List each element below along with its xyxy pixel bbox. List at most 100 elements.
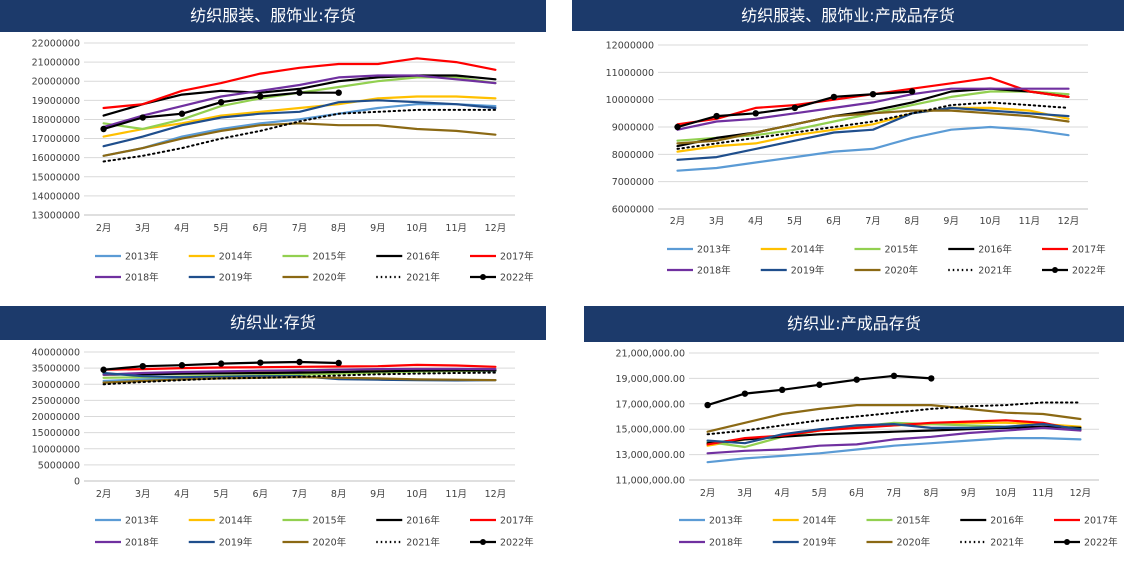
y-tick-label: 16000000 — [32, 153, 80, 164]
y-tick-label: 30000000 — [32, 380, 80, 391]
legend-label: 2016年 — [406, 515, 440, 527]
x-tick-label: 7月 — [292, 223, 308, 234]
x-tick-label: 4月 — [174, 489, 190, 500]
legend-marker — [1064, 539, 1070, 545]
y-tick-label: 22000000 — [32, 39, 80, 50]
x-tick-label: 10月 — [406, 489, 428, 500]
y-tick-label: 11,000,000.00 — [615, 476, 685, 487]
legend-label: 2019年 — [791, 265, 825, 277]
series-point-2022年 — [741, 390, 749, 397]
chart-panel-textile-finished-goods: 纺织业:产成品存货 11,000,000.00 13,000,000.00 15,0… — [584, 306, 1124, 563]
series-point-2022年 — [335, 89, 342, 96]
series-line-2013年 — [676, 125, 1070, 172]
y-tick-label: 18000000 — [32, 115, 80, 126]
chart-panel-apparel-inventory: 纺织服装、服饰业:存货 13000000 14000000 15000000 1600… — [0, 0, 546, 290]
x-tick-label: 12月 — [1058, 216, 1080, 227]
series-line-2018年 — [102, 74, 497, 129]
y-tick-label: 25000000 — [32, 396, 80, 407]
x-tick-label: 6月 — [253, 223, 269, 234]
series-line-2017年 — [102, 363, 497, 371]
series-line-2013年 — [706, 437, 1082, 464]
x-tick-label: 3月 — [709, 216, 725, 227]
chart-panel-textile-inventory: 纺织业:存货 0 5000000 10000000 15000000 20000000 2… — [0, 306, 546, 563]
x-tick-label: 6月 — [849, 488, 865, 499]
x-tick-label: 5月 — [213, 489, 229, 500]
x-tick-label: 10月 — [406, 223, 428, 234]
legend-label: 2022年 — [1072, 265, 1106, 277]
legend-label: 2014年 — [791, 244, 825, 256]
legend-label: 2020年 — [313, 537, 347, 549]
legend-label: 2017年 — [1072, 244, 1106, 256]
series-line-2021年 — [676, 101, 1070, 150]
y-tick-label: 20000000 — [32, 412, 80, 423]
legend-label: 2013年 — [125, 515, 159, 527]
series-line-2015年 — [676, 90, 1070, 142]
series-line-2017年 — [102, 57, 497, 110]
legend-label: 2018年 — [125, 272, 159, 284]
x-tick-label: 3月 — [135, 223, 151, 234]
chart-title: 纺织业:存货 — [0, 306, 546, 340]
series-line-2016年 — [102, 74, 497, 117]
series-line-2021年 — [706, 401, 1082, 436]
x-tick-label: 12月 — [485, 223, 507, 234]
legend-label: 2016年 — [990, 515, 1024, 527]
y-tick-label: 15000000 — [32, 428, 80, 439]
series-point-2022年 — [100, 366, 107, 373]
series-line-2020年 — [706, 404, 1082, 433]
line-chart: 13000000 14000000 15000000 16000000 17000000… — [32, 39, 535, 284]
series-point-2022年 — [257, 359, 264, 366]
x-tick-label: 9月 — [370, 223, 386, 234]
x-tick-label: 8月 — [331, 489, 347, 500]
chart-title: 纺织业:产成品存货 — [584, 306, 1124, 342]
x-tick-label: 10月 — [979, 216, 1001, 227]
x-tick-label: 8月 — [331, 223, 347, 234]
y-tick-label: 19000000 — [32, 96, 80, 107]
y-tick-label: 20000000 — [32, 77, 80, 88]
x-tick-label: 3月 — [135, 489, 151, 500]
legend-label: 2021年 — [978, 265, 1012, 277]
x-tick-label: 12月 — [1070, 488, 1092, 499]
series-line-2022年 — [706, 374, 933, 407]
x-tick-label: 4月 — [174, 223, 190, 234]
legend-label: 2022年 — [500, 272, 534, 284]
y-tick-label: 8000000 — [612, 150, 654, 161]
legend-label: 2014年 — [219, 251, 253, 263]
series-point-2022年 — [257, 93, 264, 100]
legend-label: 2018年 — [697, 265, 731, 277]
y-tick-label: 12000000 — [606, 41, 654, 52]
series-point-2022年 — [139, 362, 146, 370]
series-line-2014年 — [676, 106, 1070, 153]
legend-label: 2016年 — [978, 244, 1012, 256]
x-tick-label: 5月 — [213, 223, 229, 234]
y-tick-label: 17,000,000.00 — [615, 399, 685, 410]
x-tick-label: 6月 — [253, 489, 269, 500]
x-tick-label: 7月 — [886, 488, 902, 499]
series-line-2019年 — [706, 423, 1082, 445]
series-point-2022年 — [217, 360, 225, 367]
series-line-2021年 — [102, 371, 497, 386]
series-line-2014年 — [102, 95, 497, 138]
x-tick-label: 9月 — [961, 488, 977, 499]
series-point-2022年 — [139, 114, 146, 121]
legend-label: 2016年 — [406, 251, 440, 263]
line-chart: 6000000 7000000 8000000 9000000 10000000 1100… — [606, 41, 1107, 277]
chart-title: 纺织服装、服饰业:存货 — [0, 0, 546, 32]
legend-label: 2021年 — [406, 272, 440, 284]
series-line-2016年 — [102, 369, 497, 376]
x-tick-label: 10月 — [995, 488, 1017, 499]
series-point-2022年 — [830, 93, 838, 101]
series-point-2022年 — [178, 362, 186, 369]
y-tick-label: 21,000,000.00 — [615, 349, 685, 360]
y-tick-label: 21000000 — [32, 58, 80, 69]
legend-label: 2018年 — [125, 537, 159, 549]
x-tick-label: 4月 — [748, 216, 764, 227]
legend-label: 2019年 — [219, 537, 253, 549]
legend-label: 2022年 — [1084, 537, 1118, 549]
series-point-2022年 — [890, 372, 898, 380]
x-tick-label: 12月 — [485, 489, 507, 500]
x-tick-label: 4月 — [774, 488, 790, 499]
legend-label: 2021年 — [406, 537, 440, 549]
series-line-2021年 — [102, 108, 497, 163]
legend-label: 2014年 — [803, 515, 837, 527]
legend-label: 2015年 — [313, 251, 347, 263]
